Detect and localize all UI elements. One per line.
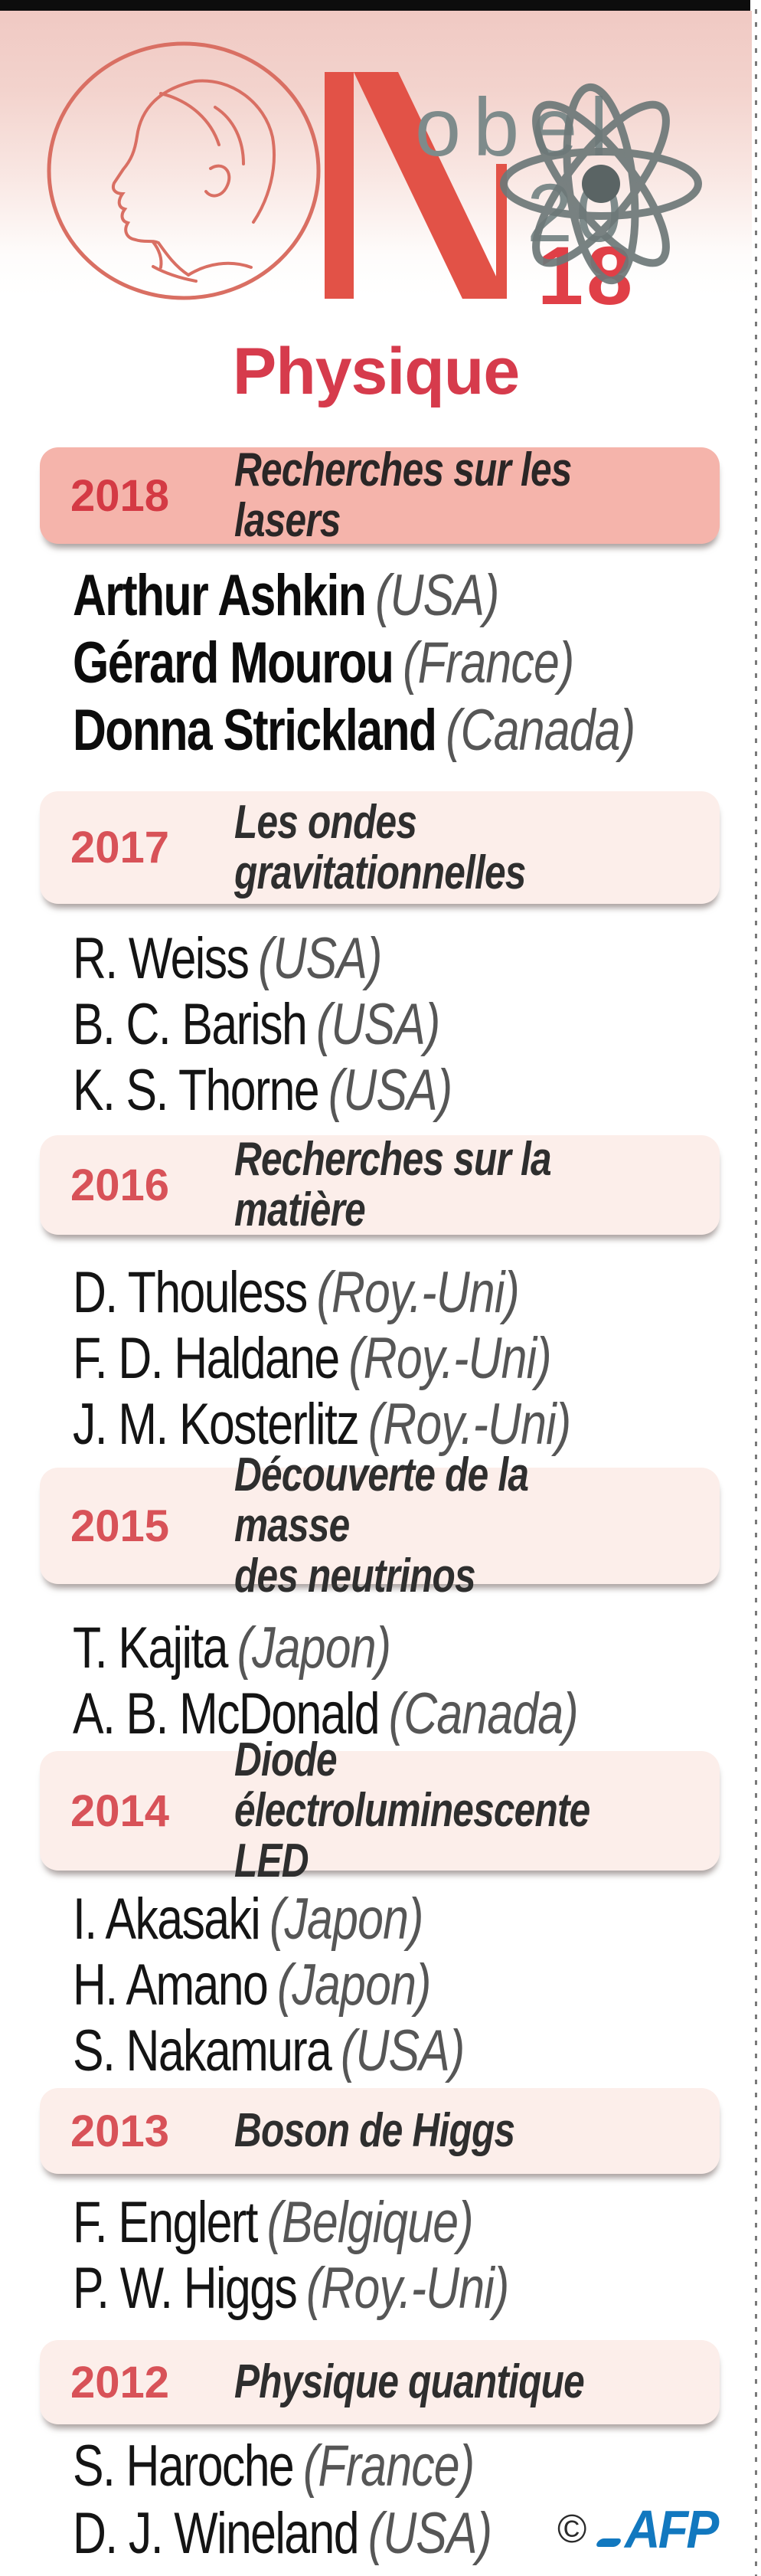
- laureate-row: Gérard Mourou (France): [73, 630, 574, 696]
- laureate-country: (France): [403, 630, 574, 696]
- laureate-row: T. Kajita (Japon): [73, 1615, 391, 1681]
- laureate-country: (USA): [328, 1058, 452, 1123]
- laureate-row: Donna Strickland (Canada): [73, 700, 635, 761]
- laureate-country: (Roy.-Uni): [348, 1326, 551, 1391]
- year-box-2015: 2015 Découverte de la masse des neutrino…: [40, 1450, 720, 1601]
- year-label: 2017: [70, 823, 170, 872]
- laureate-name: J. M. Kosterlitz: [73, 1392, 360, 1457]
- topic-label: Boson de Higgs: [234, 2104, 515, 2158]
- laureate-country: (USA): [375, 563, 499, 628]
- right-perforation-edge: [750, 0, 761, 2576]
- year-box-2014: 2014 Diode électroluminescente LED: [40, 1735, 720, 1886]
- year-label: 2012: [70, 2357, 170, 2407]
- year-label: 2018: [70, 470, 170, 521]
- laureate-country: (USA): [258, 926, 382, 991]
- laureate-country: (Belgique): [266, 2190, 474, 2255]
- laureate-name: S. Nakamura: [73, 2018, 332, 2083]
- top-black-bar: [0, 0, 752, 11]
- year-box-2012: 2012 Physique quantique: [40, 2340, 720, 2424]
- laureate-country: (USA): [341, 2018, 465, 2083]
- laureate-name: R. Weiss: [73, 926, 250, 991]
- nobel-n-glyph: [325, 72, 507, 299]
- laureate-name: D. J. Wineland: [73, 2501, 360, 2566]
- laureate-row: S. Nakamura (USA): [73, 2021, 465, 2082]
- page-title: Physique: [232, 335, 520, 408]
- topic-label: Les ondes gravitationnelles: [234, 795, 526, 899]
- laureate-row: D. Thouless (Roy.-Uni): [73, 1260, 520, 1325]
- laureate-row: F. D. Haldane (Roy.-Uni): [73, 1326, 552, 1391]
- laureate-country: (Japon): [237, 1615, 391, 1681]
- laureate-country: (Canada): [446, 698, 635, 763]
- laureate-row: K. S. Thorne (USA): [73, 1060, 452, 1121]
- topic-label: Recherches sur la matière: [234, 1133, 552, 1236]
- year-label: 2013: [70, 2106, 170, 2156]
- laureate-name: F. D. Haldane: [73, 1326, 340, 1391]
- laureate-row: J. M. Kosterlitz (Roy.-Uni): [73, 1392, 571, 1457]
- laureate-name: Gérard Mourou: [73, 630, 394, 696]
- laureate-name: P. W. Higgs: [73, 2256, 298, 2321]
- afp-logo: AFP: [625, 2499, 719, 2559]
- laureate-country: (Canada): [388, 1681, 579, 1746]
- year-box-2016: 2016 Recherches sur la matière: [40, 1133, 720, 1236]
- year-label: 2015: [70, 1501, 170, 1551]
- laureate-country: (USA): [367, 2501, 492, 2566]
- laureate-country: (Roy.-Uni): [367, 1392, 571, 1457]
- laureate-row: B. C. Barish (USA): [73, 992, 440, 1057]
- laureate-name: Arthur Ashkin: [73, 563, 367, 628]
- topic-label: Physique quantique: [234, 2355, 585, 2409]
- laureate-country: (Japon): [269, 1887, 423, 1952]
- afp-credit: © AFP: [557, 2499, 725, 2560]
- laureate-row: R. Weiss (USA): [73, 928, 382, 990]
- laureate-name: K. S. Thorne: [73, 1058, 320, 1123]
- laureate-name: I. Akasaki: [73, 1887, 261, 1952]
- laureate-country: (USA): [315, 992, 440, 1057]
- laureate-name: B. C. Barish: [73, 992, 308, 1057]
- laureate-name: H. Amano: [73, 1952, 269, 2018]
- laureate-row: A. B. McDonald (Canada): [73, 1681, 579, 1746]
- laureate-name: D. Thouless: [73, 1260, 308, 1325]
- laureate-country: (France): [302, 2434, 475, 2499]
- laureate-row: I. Akasaki (Japon): [73, 1889, 423, 1950]
- atom-icon: [500, 83, 702, 285]
- year-label: 2016: [70, 1160, 170, 1210]
- laureate-name: T. Kajita: [73, 1615, 228, 1681]
- nobel-medal-profile-icon: [47, 41, 321, 300]
- topic-label: Recherches sur les lasers: [234, 444, 572, 547]
- afp-logo-mark: [595, 2538, 623, 2547]
- laureate-row: Arthur Ashkin (USA): [73, 565, 499, 627]
- laureate-name: Donna Strickland: [73, 698, 437, 763]
- laureate-country: (Japon): [276, 1952, 431, 2018]
- laureate-row: S. Haroche (France): [73, 2434, 475, 2499]
- laureate-row: F. Englert (Belgique): [73, 2190, 474, 2255]
- year-box-2017: 2017 Les ondes gravitationnelles: [40, 791, 720, 904]
- laureate-country: (Roy.-Uni): [305, 2256, 509, 2321]
- laureate-country: (Roy.-Uni): [316, 1260, 520, 1325]
- year-label: 2014: [70, 1786, 170, 1836]
- laureate-name: S. Haroche: [73, 2434, 295, 2499]
- copyright-symbol: ©: [557, 2507, 587, 2551]
- year-box-2013: 2013 Boson de Higgs: [40, 2088, 720, 2174]
- topic-label: Découverte de la masse des neutrinos: [234, 1448, 529, 1602]
- laureate-row: D. J. Wineland (USA): [73, 2503, 492, 2565]
- laureate-name: F. Englert: [73, 2190, 258, 2255]
- laureate-name: A. B. McDonald: [73, 1681, 380, 1746]
- laureate-row: H. Amano (Japon): [73, 1955, 431, 2016]
- laureate-row: P. W. Higgs (Roy.-Uni): [73, 2256, 509, 2321]
- year-box-2018: 2018 Recherches sur les lasers: [40, 444, 720, 547]
- topic-label: Diode électroluminescente LED: [234, 1733, 590, 1887]
